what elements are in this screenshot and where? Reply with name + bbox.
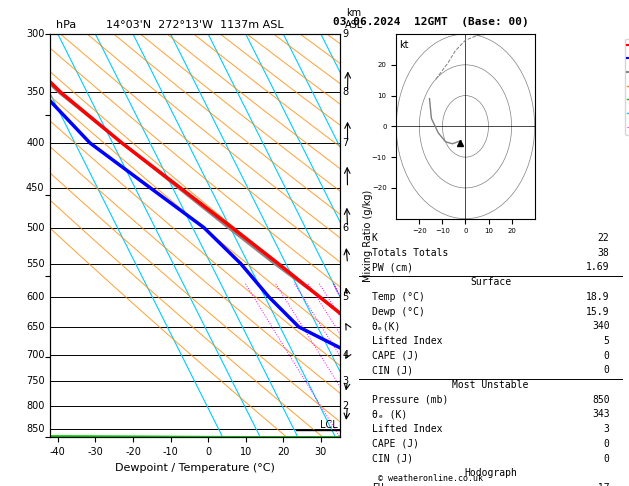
- Text: LCL: LCL: [320, 420, 338, 430]
- Text: 4: 4: [343, 350, 348, 360]
- Text: 650: 650: [26, 322, 45, 332]
- Text: kt: kt: [399, 39, 409, 50]
- Title: 14°03'N  272°13'W  1137m ASL: 14°03'N 272°13'W 1137m ASL: [106, 20, 284, 31]
- Text: 0: 0: [604, 453, 610, 464]
- Text: 700: 700: [26, 350, 45, 360]
- Text: Dewp (°C): Dewp (°C): [372, 307, 425, 316]
- Text: 400: 400: [26, 138, 45, 148]
- Text: 300: 300: [26, 29, 45, 39]
- Text: 3: 3: [604, 424, 610, 434]
- Text: 8: 8: [343, 87, 348, 97]
- Text: 850: 850: [26, 424, 45, 434]
- Text: θₑ (K): θₑ (K): [372, 409, 407, 419]
- Text: 0: 0: [604, 439, 610, 449]
- Text: 5: 5: [604, 336, 610, 346]
- Text: EH: EH: [372, 483, 384, 486]
- Text: Temp (°C): Temp (°C): [372, 292, 425, 302]
- Text: 0: 0: [604, 365, 610, 375]
- Text: Pressure (mb): Pressure (mb): [372, 395, 448, 405]
- Text: 18.9: 18.9: [586, 292, 610, 302]
- Text: -17: -17: [592, 483, 610, 486]
- Text: Hodograph: Hodograph: [464, 468, 517, 478]
- Text: 03.06.2024  12GMT  (Base: 00): 03.06.2024 12GMT (Base: 00): [333, 17, 529, 27]
- Text: Surface: Surface: [470, 277, 511, 287]
- Text: hPa: hPa: [56, 20, 76, 30]
- Text: 7: 7: [343, 138, 349, 148]
- Text: CAPE (J): CAPE (J): [372, 351, 419, 361]
- Text: km
ASL: km ASL: [345, 8, 364, 30]
- Text: K: K: [372, 233, 377, 243]
- Text: Most Unstable: Most Unstable: [452, 380, 529, 390]
- Text: CIN (J): CIN (J): [372, 453, 413, 464]
- Text: 340: 340: [592, 321, 610, 331]
- Text: 5: 5: [343, 292, 349, 302]
- Text: Lifted Index: Lifted Index: [372, 424, 442, 434]
- Text: 550: 550: [26, 259, 45, 269]
- Text: 500: 500: [26, 223, 45, 233]
- Text: θₑ(K): θₑ(K): [372, 321, 401, 331]
- X-axis label: Dewpoint / Temperature (°C): Dewpoint / Temperature (°C): [115, 463, 275, 473]
- Text: 800: 800: [26, 400, 45, 411]
- Text: 22: 22: [598, 233, 610, 243]
- Text: PW (cm): PW (cm): [372, 262, 413, 273]
- Text: 0: 0: [604, 351, 610, 361]
- Text: 9: 9: [343, 29, 348, 39]
- Text: 3: 3: [343, 376, 348, 386]
- Text: Lifted Index: Lifted Index: [372, 336, 442, 346]
- Text: 38: 38: [598, 248, 610, 258]
- Text: 15.9: 15.9: [586, 307, 610, 316]
- Text: 750: 750: [26, 376, 45, 386]
- Text: 2: 2: [343, 400, 349, 411]
- Text: 1.69: 1.69: [586, 262, 610, 273]
- Text: CAPE (J): CAPE (J): [372, 439, 419, 449]
- Text: 6: 6: [343, 223, 348, 233]
- Text: 600: 600: [26, 292, 45, 302]
- Text: CIN (J): CIN (J): [372, 365, 413, 375]
- Text: © weatheronline.co.uk: © weatheronline.co.uk: [379, 474, 483, 483]
- Text: 850: 850: [592, 395, 610, 405]
- Text: 450: 450: [26, 183, 45, 192]
- Text: 343: 343: [592, 409, 610, 419]
- Text: 350: 350: [26, 87, 45, 97]
- Legend: Temperature, Dewpoint, Parcel Trajectory, Dry Adiabat, Wet Adiabat, Isotherm, Mi: Temperature, Dewpoint, Parcel Trajectory…: [625, 38, 629, 135]
- Text: Mixing Ratio (g/kg): Mixing Ratio (g/kg): [363, 190, 373, 282]
- Text: Totals Totals: Totals Totals: [372, 248, 448, 258]
